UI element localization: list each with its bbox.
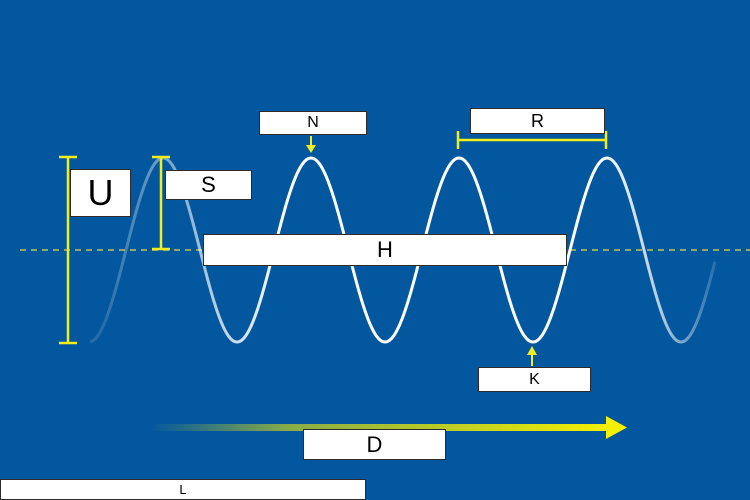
wavelength-bracket-r [456,131,608,149]
direction-arrow-d [150,416,627,439]
amplitude-bracket-s [152,155,170,251]
label-k: K [478,367,591,392]
label-h: H [203,234,567,266]
amplitude-bracket-u [59,155,77,345]
crest-arrow-n [306,136,316,153]
label-r: R [470,108,605,134]
label-s: S [165,170,252,200]
label-d: D [303,429,446,460]
label-l: L [0,479,366,500]
trough-arrow-k [527,346,537,366]
sine-wave [89,156,717,344]
label-u: U [70,169,131,217]
label-n: N [259,111,367,135]
